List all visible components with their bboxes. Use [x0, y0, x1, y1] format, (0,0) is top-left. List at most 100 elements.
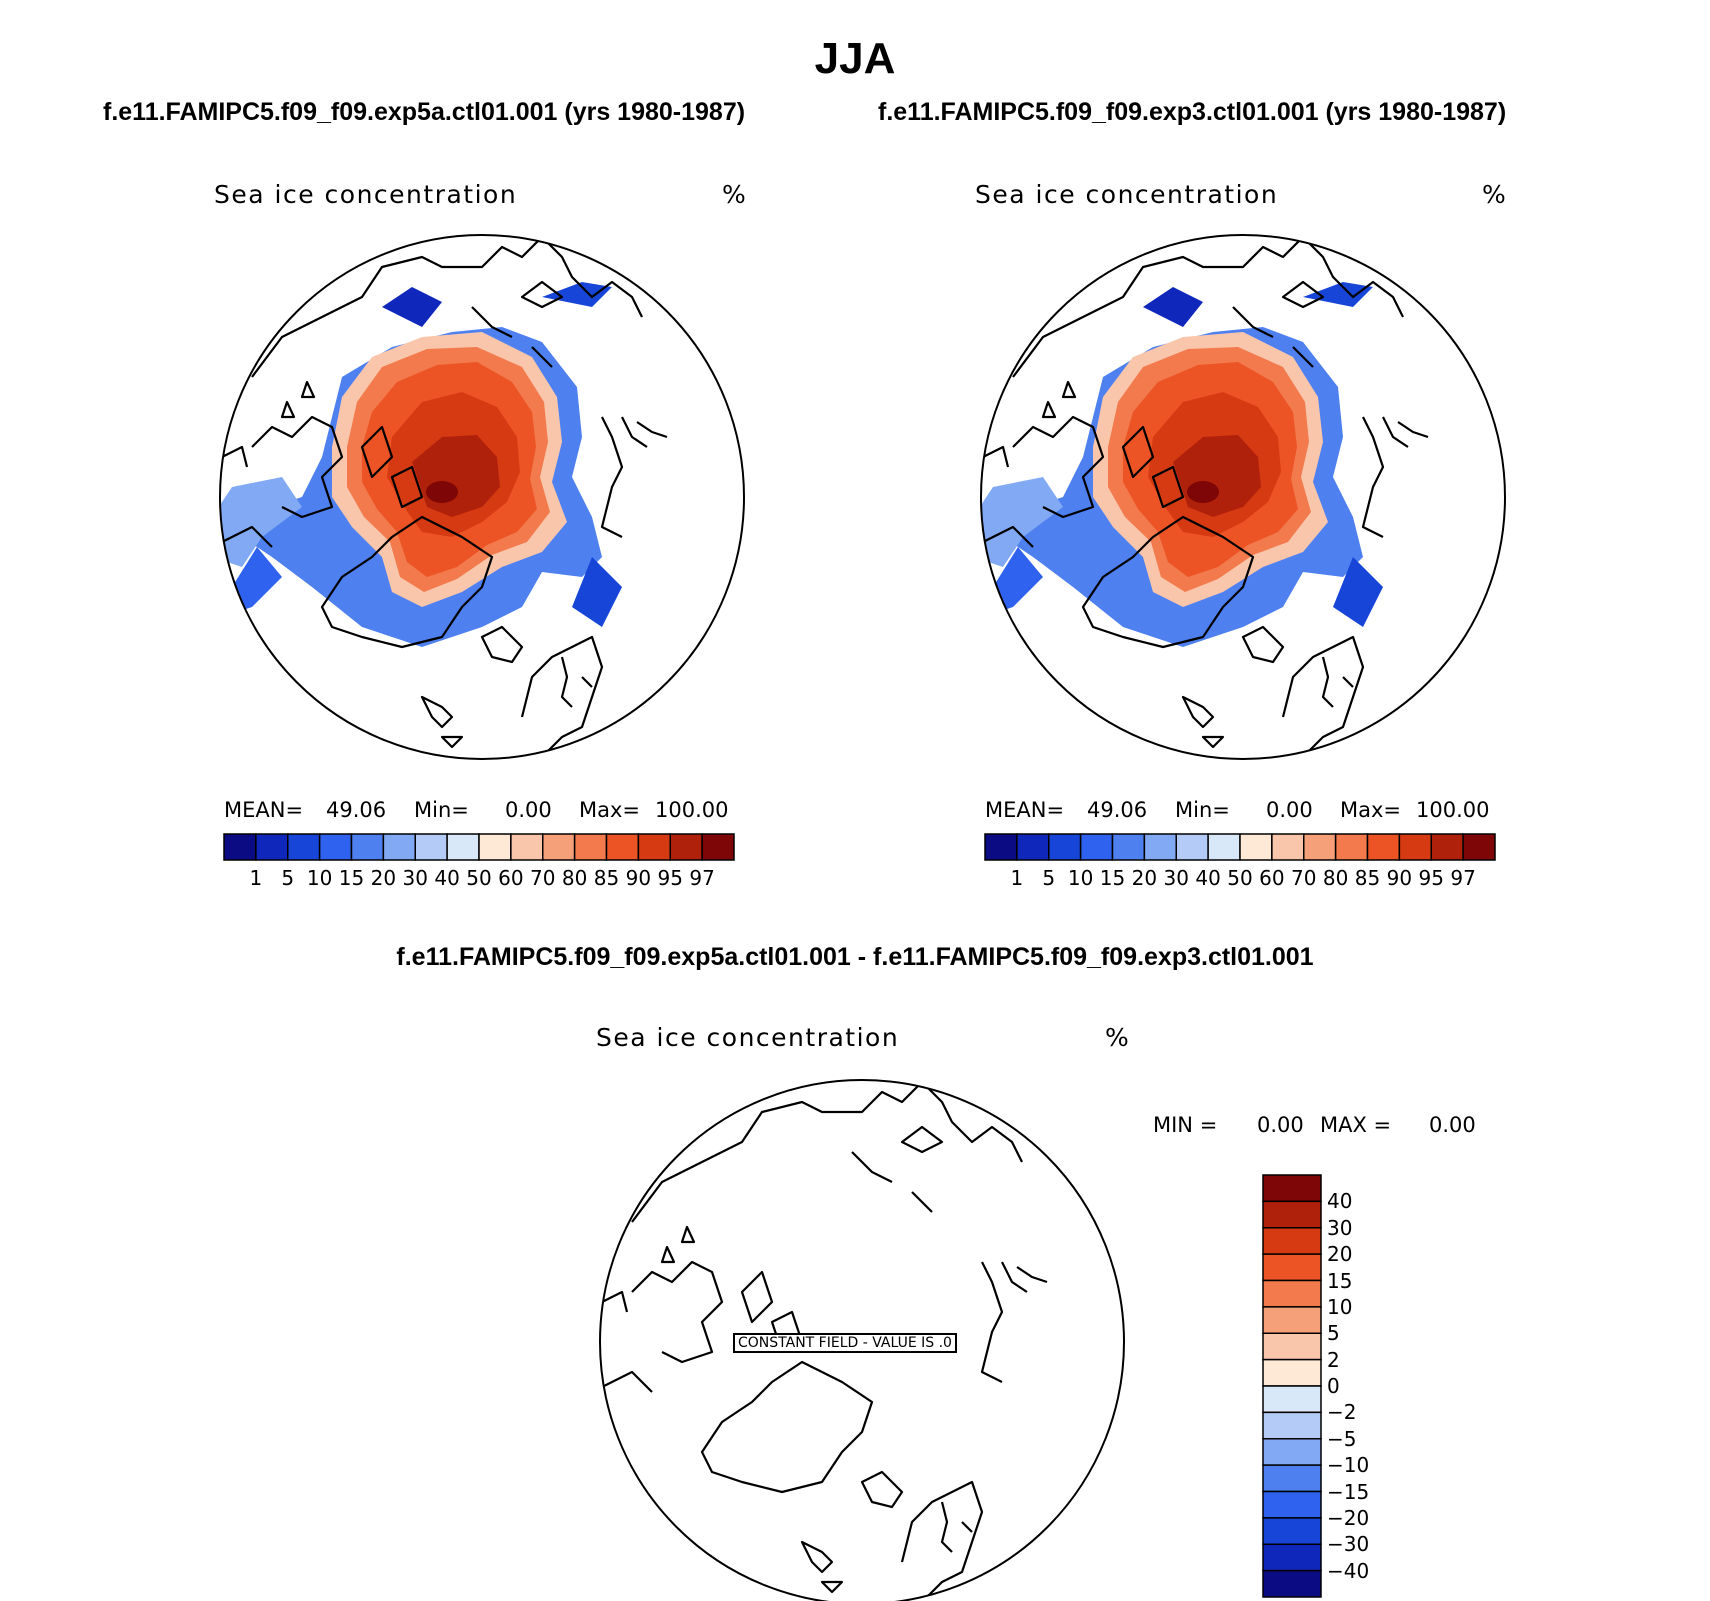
panel2-colorbar-tick-9: 70 — [1291, 866, 1317, 890]
panel1-colorbar-tick-1: 5 — [281, 866, 295, 890]
panel1-colorbar-box-13 — [637, 833, 671, 861]
panel1-variable-name: Sea ice concentration — [214, 180, 518, 209]
diff-colorbar — [1262, 1174, 1322, 1598]
diff-colorbar-tick-4: 10 — [1327, 1294, 1353, 1319]
diff-colorbar-box-12 — [1262, 1490, 1322, 1519]
panel1-mean-value: 49.06 — [326, 798, 387, 822]
panel2-colorbar-box-15 — [1462, 833, 1496, 861]
panel2-colorbar-box-13 — [1398, 833, 1432, 861]
panel1-colorbar-tick-13: 95 — [657, 866, 683, 890]
diff-map-border — [599, 1079, 1125, 1601]
diff-colorbar-tick-6: 2 — [1327, 1347, 1340, 1372]
diff-colorbar-box-7 — [1262, 1358, 1322, 1387]
panel2-colorbar — [984, 833, 1496, 861]
panel1-colorbar-box-2 — [287, 833, 321, 861]
panel2-colorbar-box-1 — [1016, 833, 1050, 861]
panel2-map — [980, 234, 1506, 760]
panel2-colorbar-tick-7: 50 — [1227, 866, 1253, 890]
diff-colorbar-box-3 — [1262, 1253, 1322, 1282]
panel1-colorbar-box-7 — [446, 833, 480, 861]
diff-variable-name: Sea ice concentration — [596, 1023, 900, 1052]
panel1-colorbar-tick-7: 50 — [466, 866, 492, 890]
panel1-colorbar-tick-4: 20 — [370, 866, 397, 890]
panel1-colorbar-tick-2: 10 — [306, 866, 333, 890]
diff-colorbar-box-0 — [1262, 1174, 1322, 1203]
diff-colorbar-box-13 — [1262, 1517, 1322, 1545]
panel2-colorbar-box-14 — [1430, 833, 1464, 861]
panel2-colorbar-box-7 — [1207, 833, 1241, 861]
panel1-colorbar-box-0 — [223, 833, 257, 861]
diff-colorbar-box-1 — [1262, 1200, 1322, 1229]
panel1-colorbar-box-1 — [255, 833, 289, 861]
diff-units: % — [1105, 1023, 1131, 1052]
panel1-colorbar-tick-3: 15 — [338, 866, 365, 890]
diff-colorbar-box-14 — [1262, 1543, 1322, 1572]
diff-colorbar-box-11 — [1262, 1464, 1322, 1493]
diff-colorbar-box-9 — [1262, 1411, 1322, 1440]
panel1-colorbar-tick-8: 60 — [498, 866, 524, 890]
panel1-colorbar-box-3 — [318, 833, 353, 861]
panel2-colorbar-tick-11: 85 — [1354, 866, 1381, 890]
panel1-colorbar-tick-14: 97 — [689, 866, 715, 890]
diff-min-label: MIN = — [1153, 1113, 1218, 1137]
panel2-colorbar-tick-13: 95 — [1418, 866, 1444, 890]
panel1-max-label: Max= — [579, 798, 641, 822]
diff-colorbar-tick-2: 20 — [1327, 1242, 1353, 1267]
panel1-colorbar-box-15 — [701, 833, 735, 861]
panel2-min-label: Min= — [1175, 798, 1230, 822]
panel2-colorbar-tick-12: 90 — [1386, 866, 1413, 890]
panel1-colorbar-box-6 — [414, 833, 448, 861]
constant-field-label: CONSTANT FIELD - VALUE IS .0 — [733, 1333, 957, 1353]
diff-colorbar-tick-14: −40 — [1327, 1558, 1370, 1583]
panel1-colorbar-box-9 — [510, 833, 544, 861]
panel1-colorbar-box-8 — [478, 833, 512, 861]
panel2-colorbar-box-0 — [984, 833, 1018, 861]
panel1-colorbar-tick-5: 30 — [402, 866, 428, 890]
panel2-colorbar-box-4 — [1111, 833, 1146, 861]
panel2-colorbar-box-11 — [1334, 833, 1369, 861]
panel2-colorbar-tick-2: 10 — [1067, 866, 1094, 890]
panel1-colorbar-box-11 — [573, 833, 608, 861]
panel2-colorbar-tick-4: 20 — [1131, 866, 1158, 890]
panel2-colorbar-box-3 — [1079, 833, 1114, 861]
diff-max-label: MAX = — [1320, 1113, 1392, 1137]
diff-colorbar-box-6 — [1262, 1332, 1322, 1361]
panel2-colorbar-box-8 — [1239, 833, 1273, 861]
panel2-colorbar-tick-1: 5 — [1042, 866, 1056, 890]
panel1-run-title: f.e11.FAMIPC5.f09_f09.exp5a.ctl01.001 (y… — [103, 98, 746, 126]
diff-colorbar-box-8 — [1262, 1385, 1322, 1414]
panel2-colorbar-box-6 — [1175, 833, 1209, 861]
panel2-colorbar-tick-10: 80 — [1322, 866, 1349, 890]
diff-colorbar-tick-9: −5 — [1327, 1426, 1357, 1451]
panel2-min-value: 0.00 — [1266, 798, 1313, 822]
panel1-max-value: 100.00 — [655, 798, 729, 822]
panel2-colorbar-box-12 — [1366, 833, 1401, 861]
panel2-colorbar-box-2 — [1048, 833, 1082, 861]
diff-map — [599, 1079, 1125, 1601]
panel2-units: % — [1482, 180, 1508, 209]
panel1-colorbar — [223, 833, 735, 861]
panel1-colorbar-box-4 — [350, 833, 385, 861]
panel2-run-title: f.e11.FAMIPC5.f09_f09.exp3.ctl01.001 (yr… — [878, 98, 1507, 126]
panel1-colorbar-tick-11: 85 — [593, 866, 620, 890]
panel1-units: % — [722, 180, 748, 209]
diff-max-value: 0.00 — [1429, 1113, 1476, 1137]
panel1-map-border — [219, 234, 745, 760]
figure-title: JJA — [814, 34, 896, 83]
diff-colorbar-box-15 — [1262, 1569, 1322, 1598]
diff-colorbar-box-4 — [1262, 1279, 1322, 1308]
panel1-colorbar-tick-10: 80 — [561, 866, 588, 890]
panel1-colorbar-box-12 — [605, 833, 640, 861]
diff-colorbar-box-10 — [1262, 1438, 1322, 1466]
diff-colorbar-tick-13: −30 — [1327, 1532, 1370, 1557]
diff-colorbar-tick-7: 0 — [1327, 1374, 1340, 1398]
panel2-mean-value: 49.06 — [1087, 798, 1148, 822]
panel2-colorbar-tick-14: 97 — [1450, 866, 1476, 890]
panel1-min-value: 0.00 — [505, 798, 552, 822]
diff-colorbar-tick-11: −15 — [1327, 1479, 1370, 1504]
panel2-variable-name: Sea ice concentration — [975, 180, 1279, 209]
panel1-mean-label: MEAN= — [224, 798, 304, 822]
diff-colorbar-box-2 — [1262, 1227, 1322, 1255]
panel2-colorbar-box-5 — [1143, 833, 1177, 861]
